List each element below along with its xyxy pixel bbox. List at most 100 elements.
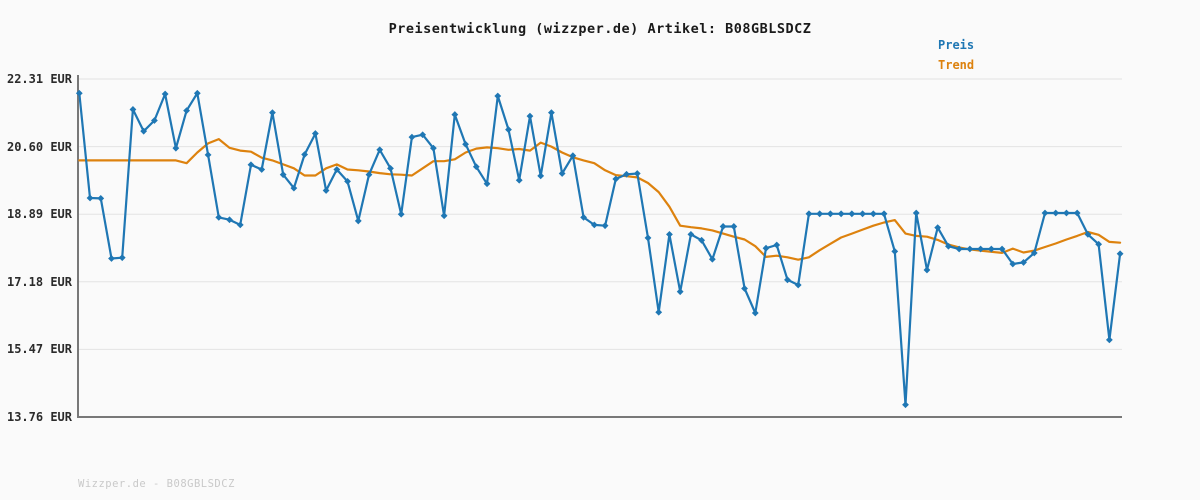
preis-marker xyxy=(816,210,824,218)
preis-marker xyxy=(236,221,244,229)
chart-legend: Preis Trend xyxy=(938,39,974,72)
preis-line xyxy=(78,92,1122,406)
preis-marker xyxy=(290,184,298,192)
watermark-text: Wizzper.de - B08GBLSDCZ xyxy=(78,478,235,490)
preis-marker xyxy=(955,245,963,253)
preis-marker xyxy=(301,151,309,158)
preis-marker xyxy=(354,217,362,225)
preis-marker xyxy=(140,127,148,135)
preis-marker xyxy=(172,144,180,152)
preis-marker xyxy=(912,209,920,217)
preis-marker xyxy=(676,288,684,296)
preis-marker xyxy=(730,223,738,230)
preis-marker xyxy=(891,247,899,255)
legend-item-trend: Trend xyxy=(938,58,975,72)
preis-marker xyxy=(515,176,523,184)
axes xyxy=(77,75,1122,418)
preis-marker xyxy=(869,210,877,218)
preis-marker xyxy=(966,245,974,253)
preis-marker xyxy=(537,172,545,180)
preis-marker xyxy=(387,164,394,172)
preis-marker xyxy=(569,152,577,160)
preis-marker xyxy=(612,175,620,183)
preis-marker xyxy=(1009,260,1017,268)
trend-line xyxy=(78,138,1122,261)
preis-marker xyxy=(494,92,502,100)
preis-marker xyxy=(934,224,942,232)
preis-marker xyxy=(408,133,416,141)
preis-marker xyxy=(193,89,201,97)
preis-marker xyxy=(601,222,609,230)
preis-marker xyxy=(880,210,888,218)
page-title: Preisentwicklung (wizzper.de) Artikel: B… xyxy=(388,21,812,37)
preis-marker xyxy=(419,131,427,139)
data-series xyxy=(75,89,1124,409)
preis-marker xyxy=(226,216,233,224)
preis-marker xyxy=(644,234,652,242)
preis-marker xyxy=(623,170,630,178)
preis-marker xyxy=(590,221,598,229)
preis-marker xyxy=(151,117,158,124)
preis-marker xyxy=(505,126,512,134)
preis-marker xyxy=(97,194,105,202)
preis-marker xyxy=(633,170,641,177)
preis-marker xyxy=(108,255,115,262)
preis-marker xyxy=(215,213,223,221)
preis-marker xyxy=(462,140,469,148)
preis-marker xyxy=(311,130,319,137)
preis-marker xyxy=(333,166,341,173)
y-axis-tick-label: 17.18 EUR xyxy=(6,274,72,289)
preis-marker xyxy=(258,166,266,173)
preis-marker xyxy=(708,255,716,263)
preis-marker xyxy=(548,109,555,117)
preis-marker xyxy=(826,210,834,218)
preis-marker xyxy=(794,281,802,289)
preis-marker xyxy=(1084,230,1092,238)
preis-marker xyxy=(483,180,491,188)
preis-marker xyxy=(998,245,1006,253)
preis-marker xyxy=(741,285,748,292)
y-axis-tick-label: 22.31 EUR xyxy=(6,72,72,86)
preis-marker xyxy=(1020,259,1027,266)
preis-marker xyxy=(945,242,952,250)
legend-item-preis: Preis xyxy=(938,38,975,52)
preis-marker xyxy=(397,210,405,218)
preis-marker xyxy=(183,107,190,115)
preis-marker xyxy=(977,245,985,253)
preis-marker xyxy=(279,171,287,179)
preis-marker xyxy=(1063,209,1070,217)
preis-marker xyxy=(987,245,995,253)
preis-marker xyxy=(558,170,566,177)
preis-marker xyxy=(784,276,791,284)
preis-marker xyxy=(429,144,437,152)
preis-marker xyxy=(204,151,212,159)
preis-marker xyxy=(923,266,931,274)
preis-marker xyxy=(1073,209,1081,217)
preis-marker xyxy=(837,210,845,218)
preis-marker xyxy=(322,187,330,194)
preis-marker xyxy=(472,163,480,171)
y-axis-tick-label: 18.89 EUR xyxy=(6,207,72,222)
preis-marker xyxy=(344,177,351,185)
preis-marker xyxy=(1030,249,1038,257)
preis-marker xyxy=(687,230,695,238)
preis-marker xyxy=(655,308,663,316)
preis-marker xyxy=(666,230,673,238)
preis-marker xyxy=(526,112,534,120)
preis-marker xyxy=(848,210,856,218)
preis-marker xyxy=(773,241,781,249)
preis-marker xyxy=(451,111,459,118)
preis-marker xyxy=(762,244,770,252)
preis-marker xyxy=(1105,336,1113,344)
preis-marker xyxy=(751,309,759,317)
preis-marker xyxy=(1116,250,1124,258)
grid-lines xyxy=(78,78,1122,350)
preis-marker xyxy=(86,194,94,202)
preis-marker xyxy=(269,109,276,117)
y-axis-tick-label: 15.47 EUR xyxy=(6,342,72,357)
preis-marker xyxy=(902,401,909,409)
preis-marker xyxy=(1052,209,1060,217)
preis-marker xyxy=(1095,240,1103,248)
y-axis-tick-label: 20.60 EUR xyxy=(6,139,72,154)
